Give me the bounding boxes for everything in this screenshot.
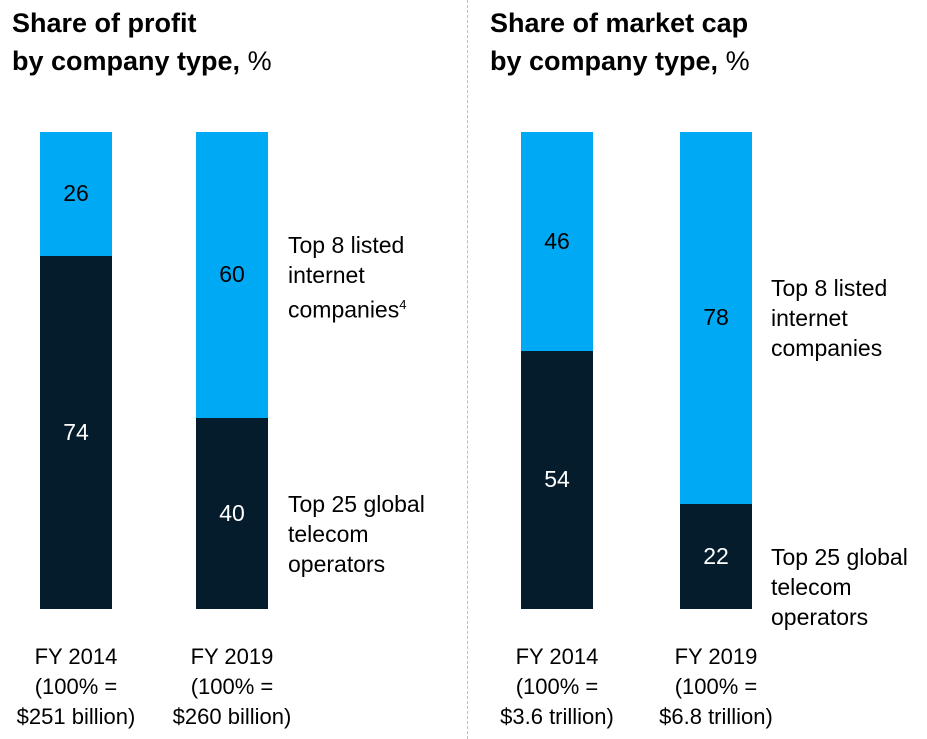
- legend-line: companies: [771, 335, 883, 362]
- bar-segment-internet: [680, 132, 752, 505]
- legend-internet: Top 8 listed internet companies: [771, 273, 887, 363]
- category-note: $3.6 trillion): [500, 704, 614, 729]
- title-line-1: Share of market cap: [490, 8, 749, 38]
- legend-telecom: Top 25 global telecom operators: [288, 489, 425, 579]
- legend-internet: Top 8 listed internet companies4: [288, 230, 406, 325]
- bar-segment-telecom: [680, 504, 752, 609]
- title-text: by company type,: [12, 46, 241, 76]
- title-line-1: Share of profit: [12, 8, 197, 38]
- category-note: (100% =: [674, 674, 758, 699]
- footnote-marker: 4: [399, 297, 407, 313]
- legend-line: operators: [771, 603, 869, 630]
- legend-line: companies4: [288, 296, 407, 323]
- data-label-telecom: 74: [63, 418, 89, 445]
- legend-line: telecom: [771, 573, 852, 600]
- category-label: FY 2019 (100% = $6.8 trillion): [636, 642, 796, 732]
- category-name: FY 2014: [515, 644, 599, 669]
- chart-title-marketcap: Share of market cap by company type, %: [490, 4, 750, 80]
- category-name: FY 2019: [674, 644, 758, 669]
- data-label-internet: 60: [219, 261, 245, 288]
- legend-line: internet: [288, 262, 365, 289]
- legend-line: operators: [288, 550, 386, 577]
- legend-line: Top 8 listed: [771, 275, 888, 302]
- category-label: FY 2019 (100% = $260 billion): [152, 642, 312, 732]
- category-label: FY 2014 (100% = $3.6 trillion): [477, 642, 637, 732]
- category-name: FY 2019: [190, 644, 274, 669]
- bar-segment-internet: [521, 132, 593, 352]
- category-note: $6.8 trillion): [659, 704, 773, 729]
- legend-line: Top 25 global: [771, 543, 908, 570]
- legend-line: Top 25 global: [288, 490, 425, 517]
- category-note: (100% =: [34, 674, 118, 699]
- data-label-telecom: 40: [219, 499, 245, 526]
- legend-line: internet: [771, 305, 848, 332]
- chart-title-profit: Share of profit by company type, %: [12, 4, 272, 80]
- title-text: by company type,: [490, 46, 719, 76]
- data-label-internet: 78: [703, 304, 729, 331]
- bar-segment-telecom: [40, 256, 112, 609]
- panel-divider: [467, 0, 468, 739]
- category-name: FY 2014: [34, 644, 118, 669]
- data-label-telecom: 54: [544, 466, 570, 493]
- data-label-internet: 46: [544, 227, 570, 254]
- data-label-internet: 26: [63, 180, 89, 206]
- category-note: $260 billion): [172, 704, 292, 729]
- legend-line: Top 8 listed: [288, 232, 405, 259]
- bar-segment-internet: [196, 132, 268, 419]
- legend-telecom: Top 25 global telecom operators: [771, 542, 908, 632]
- category-note: $251 billion): [16, 704, 136, 729]
- data-label-telecom: 22: [703, 542, 729, 569]
- title-line-2: by company type, %: [490, 42, 750, 80]
- legend-line: telecom: [288, 520, 369, 547]
- title-unit: %: [247, 46, 272, 76]
- category-note: (100% =: [190, 674, 274, 699]
- title-line-2: by company type, %: [12, 42, 272, 80]
- bar-segment-telecom: [521, 351, 593, 609]
- title-unit: %: [725, 46, 750, 76]
- category-label: FY 2014 (100% = $251 billion): [0, 642, 156, 732]
- bar-segment-telecom: [196, 418, 268, 609]
- category-note: (100% =: [515, 674, 599, 699]
- bar-segment-internet: [40, 132, 112, 257]
